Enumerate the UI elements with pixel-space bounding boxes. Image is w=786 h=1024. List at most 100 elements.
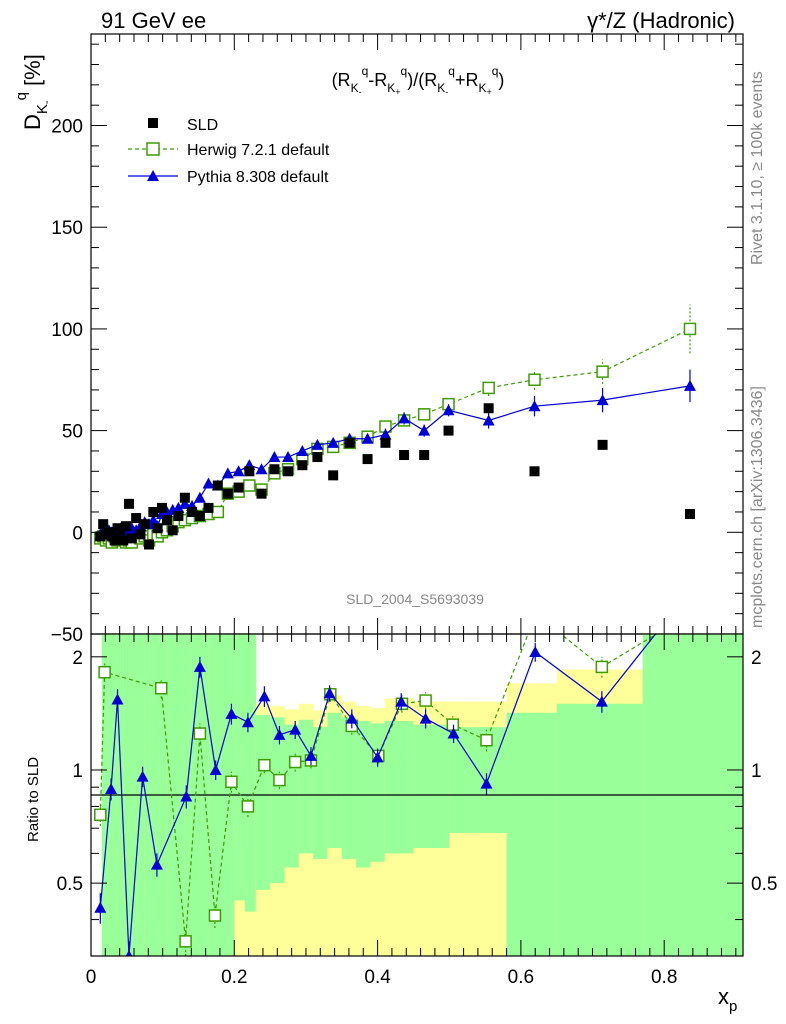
herwig-ratio-line [99, 634, 658, 942]
sld-point [443, 425, 454, 436]
x-tick-label: 0.6 [508, 967, 534, 988]
sld-point [144, 539, 155, 550]
pythia-ratio-point [480, 777, 493, 789]
ratio-y-tick-label: 2 [72, 648, 83, 669]
sld-point [148, 506, 159, 517]
herwig-point [528, 373, 541, 387]
pythia-ratio-point [595, 695, 608, 707]
herwig-ratio-point [208, 909, 222, 922]
herwig-ratio-point [179, 935, 192, 948]
y-tick-label: 0 [72, 523, 83, 544]
ratio-band-inner [245, 634, 257, 912]
pythia-ratio-point [419, 712, 432, 724]
ratio-y-tick-label: 0.5 [57, 874, 83, 895]
ratio-band-inner [556, 703, 644, 956]
pythia-ratio-point [125, 950, 133, 956]
sld-point [222, 488, 233, 499]
ratio-band-inner [356, 720, 371, 868]
pythia-ratio-point [105, 783, 118, 795]
sld-point [419, 450, 430, 461]
sld-point [399, 450, 410, 461]
herwig-ratio-point [684, 608, 695, 619]
pythia-point [327, 436, 340, 448]
pythia-ratio-point [684, 585, 696, 596]
legend-marker-herwig [146, 142, 160, 156]
legend-marker-pythia [147, 170, 159, 181]
sld-point [98, 519, 109, 530]
pythia-point [282, 451, 295, 463]
pythia-ratio-point [529, 645, 542, 657]
herwig-point [211, 505, 225, 519]
pythia-point [379, 428, 392, 440]
main-plot-title: (RK-q-RK+q)/(RK-q+RK+q) [332, 64, 505, 97]
pythia-ratio-point [345, 712, 358, 724]
ratio-band-inner [449, 727, 507, 833]
pythia-ratio-point [273, 728, 286, 740]
herwig-ratio-point [241, 800, 255, 813]
ratio-band-inner [284, 724, 300, 868]
pythia-ratio-point [241, 716, 254, 728]
ratio-band-inner [270, 717, 285, 884]
sld-point [233, 482, 244, 493]
pythia-ratio-point [323, 687, 336, 699]
pythia-point [398, 412, 411, 424]
sld-point [312, 452, 323, 463]
pythia-point [178, 497, 191, 509]
y-tick-label: 200 [51, 117, 83, 138]
sld-point [529, 466, 540, 477]
pythia-ratio-point [193, 660, 206, 672]
ratio-band-inner [506, 712, 558, 956]
pythia-point [172, 501, 185, 513]
herwig-point [482, 381, 495, 395]
herwig-ratio-point [288, 755, 302, 769]
herwig-ratio-point [419, 694, 432, 707]
pythia-point [418, 424, 431, 436]
legend-marker-sld [148, 118, 158, 128]
pythia-point [482, 414, 495, 426]
sld-point [194, 511, 205, 522]
sld-point [115, 525, 126, 536]
pythia-point [255, 463, 268, 475]
sld-point [344, 437, 355, 448]
ratio-y-tick-label-right: 2 [751, 648, 762, 669]
pythia-point [442, 404, 455, 416]
sld-point [483, 403, 494, 414]
ratio-band-inner [384, 720, 414, 854]
sld-point [126, 533, 137, 544]
sld-point [131, 513, 142, 524]
sld-point [380, 437, 391, 448]
header-left-label: 91 GeV ee [101, 8, 206, 33]
y-tick-label: 50 [62, 422, 83, 443]
sld-point [173, 511, 184, 522]
x-axis-title: xp [718, 984, 737, 1015]
pythia-point [202, 477, 215, 489]
herwig-ratio-point [225, 775, 238, 789]
x-tick-label: 0 [86, 967, 97, 988]
sld-point [269, 464, 280, 475]
sld-point [684, 509, 695, 519]
x-tick-label: 0.2 [221, 967, 247, 988]
pythia-point [147, 514, 160, 526]
legend: SLD Herwig 7.2.1 default Pythia 8.308 de… [128, 117, 330, 186]
herwig-point [417, 408, 431, 421]
pythia-point [193, 491, 206, 503]
y-axis-title: DK-q [%] [13, 54, 53, 130]
pythia-ratio-point [136, 770, 149, 782]
pythia-ratio-point [94, 901, 107, 913]
watermark-analysis-id: SLD_2004_S5693039 [346, 591, 484, 607]
mcplots-label: mcplots.cern.ch [arXiv:1306.3436] [749, 386, 766, 628]
sld-point [135, 529, 146, 540]
pythia-ratio-point [395, 695, 408, 707]
pythia-point [528, 400, 541, 412]
herwig-ratio-point [193, 727, 207, 740]
herwig-ratio-point [98, 665, 111, 679]
ratio-y-tick-label-right: 1 [751, 761, 762, 782]
sld-point [328, 470, 339, 481]
ratio-y-tick-label-right: 0.5 [751, 874, 777, 895]
pythia-point [596, 394, 609, 406]
ratio-y-tick-label: 1 [72, 761, 83, 782]
x-tick-label: 0.8 [651, 967, 677, 988]
pythia-point [683, 379, 696, 391]
